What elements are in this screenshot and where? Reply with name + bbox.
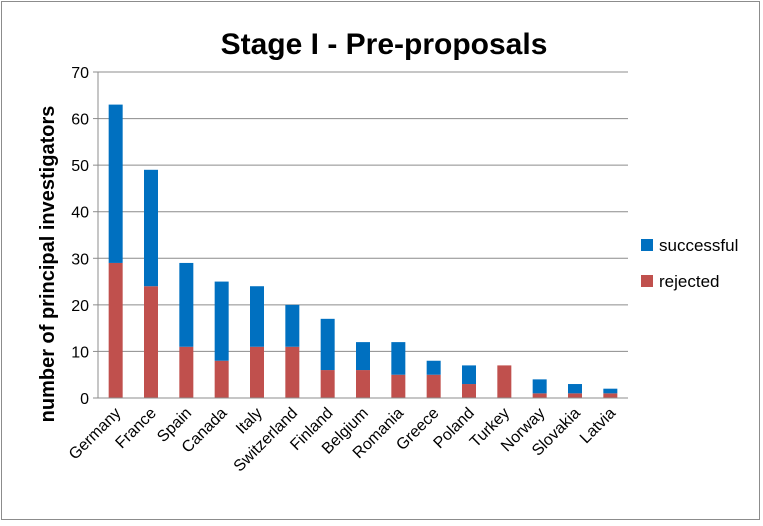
bar-successful [108,104,123,263]
bar-rejected [285,346,300,398]
bar-successful [214,281,229,361]
bar-successful [391,342,406,375]
bar-successful [603,388,618,394]
y-tick-label: 10 [71,344,89,361]
bar-rejected [250,346,264,398]
bar-rejected [144,286,158,398]
y-tick-label: 40 [71,205,89,222]
bar-rejected [179,346,194,398]
bar-rejected [462,384,476,398]
y-tick-label: 0 [80,391,89,408]
y-tick-label: 60 [71,112,89,129]
y-tick-label: 50 [71,158,89,175]
legend-label-rejected: rejected [659,272,719,291]
legend-swatch-successful [641,239,653,251]
legend: successful rejected [641,236,738,291]
y-axis-ticks: 0 10 20 30 40 50 60 70 [71,65,99,408]
bar-rejected [497,365,512,398]
bar-successful [320,318,335,371]
bar-successful [179,262,194,347]
y-tick-label: 20 [71,298,89,315]
bar-rejected [108,262,123,398]
y-tick-label: 30 [71,251,89,268]
bar-successful [568,384,582,394]
bar-successful [462,365,476,385]
y-tick-label: 70 [71,65,89,82]
bar-rejected [320,370,335,398]
bar-successful [250,286,264,347]
bars [108,104,618,398]
bar-rejected [214,360,229,398]
bar-successful [356,342,370,371]
x-tick-label: Latvia [577,405,619,447]
y-axis-title: number of principal investigators [37,106,59,423]
bar-rejected [568,393,582,398]
bar-successful [532,379,547,394]
chart-title: Stage I - Pre-proposals [221,28,548,61]
bar-rejected [532,393,547,398]
bar-successful [144,169,158,287]
x-tick-label: France [113,405,160,452]
bar-rejected [426,374,441,398]
bar-successful [426,360,441,375]
x-tick-label: Germany [66,405,125,464]
bar-successful [285,304,300,347]
legend-swatch-rejected [641,275,653,287]
bar-rejected [391,374,406,398]
x-tick-label: Poland [431,405,478,452]
legend-label-successful: successful [659,236,738,255]
bar-rejected [356,370,370,398]
bar-rejected [603,393,618,398]
